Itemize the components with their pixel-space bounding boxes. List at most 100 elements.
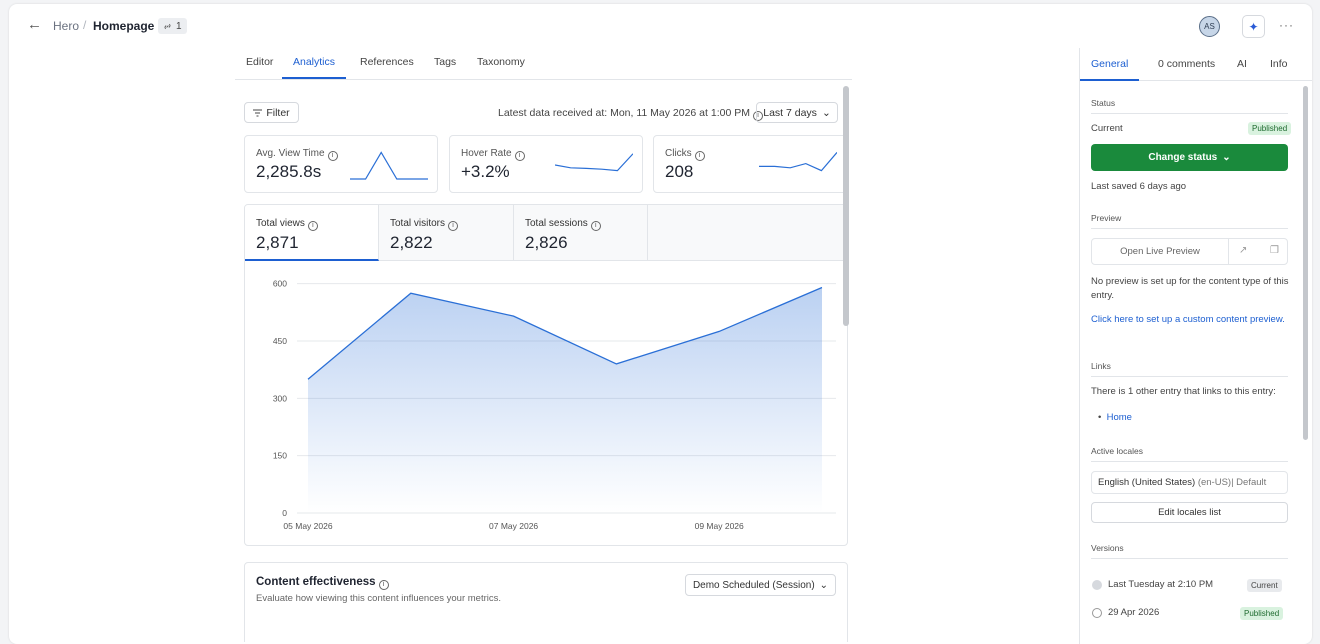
chevron-down-icon: ⌄ <box>820 580 828 591</box>
list-item: • Home <box>1098 411 1298 425</box>
analytics-panel: Filter Latest data received at: Mon, 11 … <box>235 82 852 642</box>
section-versions: Versions <box>1091 543 1288 559</box>
sparkline-line <box>555 154 633 171</box>
tab-references[interactable]: References <box>360 56 414 79</box>
y-tick-label: 300 <box>273 393 287 403</box>
version-badge: Published <box>1240 607 1283 620</box>
info-icon[interactable]: i <box>515 151 525 161</box>
locale-code: (en-US)| Default <box>1198 477 1266 488</box>
info-icon[interactable]: i <box>328 151 338 161</box>
preview-setup-link[interactable]: Click here to set up a custom content pr… <box>1091 313 1291 327</box>
metric-value: +3.2% <box>461 162 510 182</box>
tab-analytics[interactable]: Analytics <box>282 56 346 79</box>
effectiveness-subtitle: Evaluate how viewing this content influe… <box>256 593 501 604</box>
section-active-locales: Active locales <box>1091 446 1288 462</box>
change-status-label: Change status <box>1148 152 1217 163</box>
filter-label: Filter <box>266 107 289 119</box>
info-icon[interactable]: i <box>379 580 389 590</box>
avatar[interactable]: AS <box>1199 16 1220 37</box>
edit-locales-button[interactable]: Edit locales list <box>1091 502 1288 523</box>
locale-name: English (United States) <box>1098 477 1195 488</box>
entry-sidebar: General 0 comments AI Info Status Curren… <box>1079 48 1312 644</box>
x-tick-label: 07 May 2026 <box>489 521 538 531</box>
sparkline-line <box>350 152 428 179</box>
tab-info[interactable]: Info <box>1270 58 1288 81</box>
sparkle-icon[interactable]: ✦ <box>1242 15 1265 38</box>
external-link-icon[interactable]: ↗ <box>1239 245 1247 256</box>
section-preview: Preview <box>1091 213 1288 229</box>
latest-data-label: Latest data received at: Mon, 11 May 202… <box>498 107 750 119</box>
views-area-chart: 0 150 300 450 600 05 May 2026 07 May 2026 09 Ma… <box>245 205 848 546</box>
chevron-down-icon: ⌄ <box>1222 152 1230 163</box>
locale-row: English (United States) (en-US)| Default <box>1091 471 1288 494</box>
y-tick-label: 450 <box>273 336 287 346</box>
change-status-button[interactable]: Change status ⌄ <box>1091 144 1288 171</box>
preview-note: No preview is set up for the content typ… <box>1091 275 1291 303</box>
scrollbar-thumb[interactable] <box>1303 86 1308 440</box>
top-header: ← Hero / Homepage 1 AS ✦ ··· <box>9 4 1312 48</box>
link-icon <box>163 22 172 31</box>
arrow-left-icon[interactable]: ← <box>27 16 42 33</box>
breadcrumb-parent[interactable]: Hero <box>53 19 79 33</box>
links-note: There is 1 other entry that links to thi… <box>1091 385 1291 399</box>
tab-comments[interactable]: 0 comments <box>1158 58 1215 81</box>
version-badge: Current <box>1247 579 1282 592</box>
info-icon[interactable]: i <box>695 151 705 161</box>
more-horizontal-icon[interactable]: ··· <box>1279 18 1294 32</box>
sparkline-line <box>759 152 837 170</box>
version-current-dot <box>1092 580 1102 590</box>
sidebar-tabs: General 0 comments AI Info <box>1080 50 1312 81</box>
tab-editor[interactable]: Editor <box>246 56 273 79</box>
effectiveness-metric-select[interactable]: Demo Scheduled (Session) ⌄ <box>685 574 836 596</box>
y-tick-label: 600 <box>273 279 287 289</box>
latest-data-text: Latest data received at: Mon, 11 May 202… <box>498 107 763 121</box>
main-scrollbar[interactable] <box>841 82 851 632</box>
metric-value: 2,285.8s <box>256 162 321 182</box>
copy-icon[interactable]: ❐ <box>1270 245 1279 256</box>
date-range-select[interactable]: Last 7 days ⌄ <box>756 102 838 123</box>
y-tick-label: 150 <box>273 451 287 461</box>
preview-controls: Open Live Preview ↗ ❐ <box>1091 238 1288 265</box>
filter-button[interactable]: Filter <box>244 102 299 123</box>
filter-icon <box>253 109 262 117</box>
y-tick-label: 0 <box>282 508 287 518</box>
tab-general[interactable]: General <box>1080 58 1139 81</box>
x-tick-label: 09 May 2026 <box>695 521 744 531</box>
sparkline <box>350 148 428 182</box>
sparkline <box>759 148 837 182</box>
status-badge: Published <box>1248 122 1291 135</box>
link-count-badge[interactable]: 1 <box>158 18 187 34</box>
app-window: ← Hero / Homepage 1 AS ✦ ··· Editor Anal… <box>9 4 1312 644</box>
date-range-label: Last 7 days <box>763 107 817 119</box>
version-radio[interactable] <box>1092 608 1102 618</box>
effectiveness-metric-label: Demo Scheduled (Session) <box>693 580 815 591</box>
tab-tags[interactable]: Tags <box>434 56 456 79</box>
entry-tabs: Editor Analytics References Tags Taxonom… <box>235 50 852 80</box>
open-live-preview-button[interactable]: Open Live Preview <box>1092 239 1229 264</box>
page-title: Homepage <box>93 19 154 33</box>
chevron-down-icon: ⌄ <box>822 107 831 119</box>
sidebar-scrollbar[interactable] <box>1302 84 1310 604</box>
x-tick-label: 05 May 2026 <box>283 521 332 531</box>
link-count: 1 <box>176 21 182 32</box>
metric-value: 208 <box>665 162 693 182</box>
linked-entry-home[interactable]: Home <box>1107 412 1132 423</box>
tab-ai[interactable]: AI <box>1237 58 1247 81</box>
sparkline <box>555 148 633 182</box>
tab-taxonomy[interactable]: Taxonomy <box>477 56 525 79</box>
last-saved-text: Last saved 6 days ago <box>1091 180 1291 194</box>
section-links: Links <box>1091 361 1288 377</box>
breadcrumb-separator: / <box>83 18 86 32</box>
scrollbar-thumb[interactable] <box>843 86 849 326</box>
area-fill <box>308 287 822 513</box>
section-status: Status <box>1091 98 1288 114</box>
